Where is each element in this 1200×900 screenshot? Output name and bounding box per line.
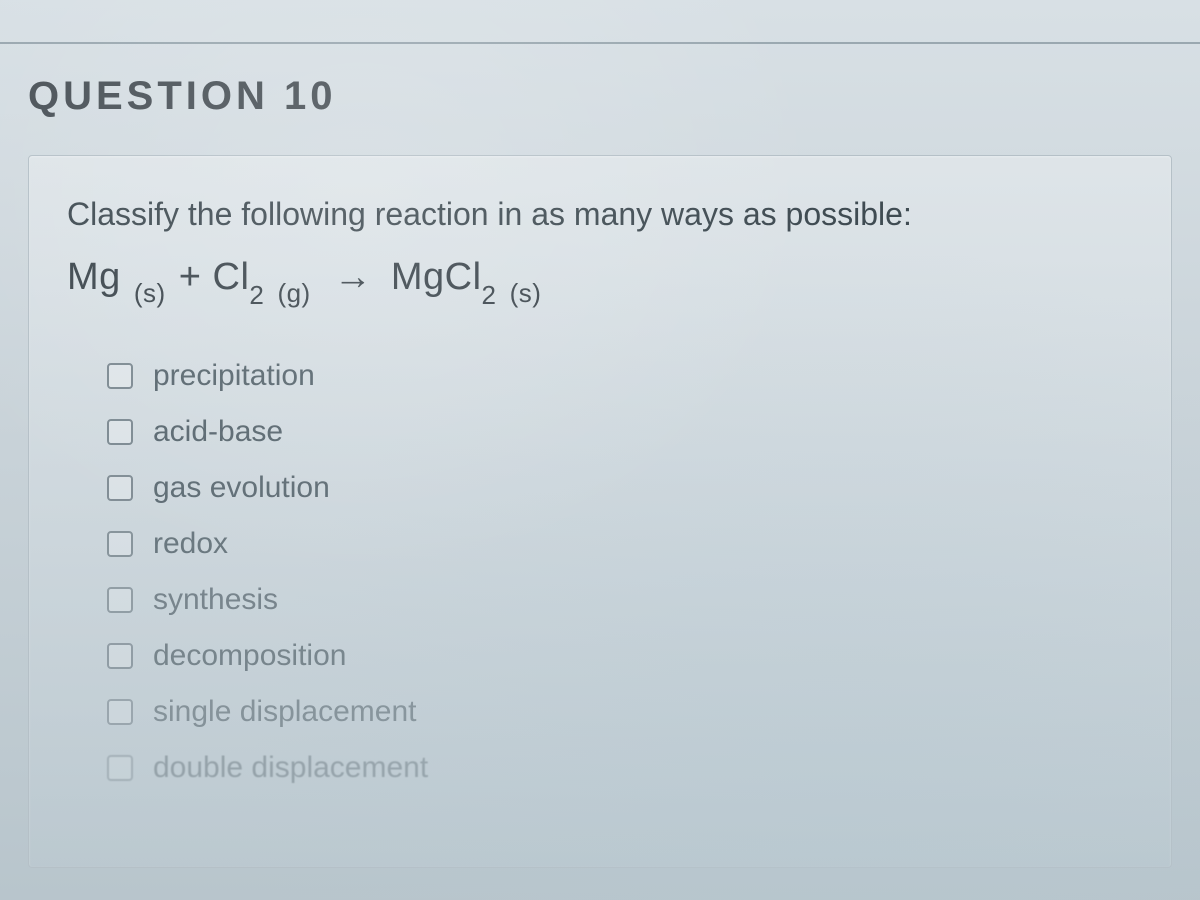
product-base: MgCl bbox=[391, 256, 482, 298]
question-prompt: Classify the following reaction in as ma… bbox=[67, 190, 1133, 238]
option-label[interactable]: gas evolution bbox=[153, 471, 330, 505]
product-subscript: 2 bbox=[482, 280, 497, 310]
question-card: Classify the following reaction in as ma… bbox=[28, 155, 1172, 868]
options-list: precipitation acid-base gas evolution redox… bbox=[67, 359, 1133, 785]
option-label[interactable]: acid-base bbox=[153, 415, 283, 449]
option-row: gas evolution bbox=[107, 471, 1133, 505]
option-row: redox bbox=[107, 527, 1133, 561]
reactant-2-base: Cl bbox=[213, 256, 250, 298]
top-divider bbox=[0, 42, 1200, 44]
option-checkbox[interactable] bbox=[107, 699, 133, 725]
question-container: QUESTION 10 Classify the following react… bbox=[0, 0, 1200, 868]
option-checkbox[interactable] bbox=[107, 363, 133, 389]
option-checkbox[interactable] bbox=[107, 755, 133, 781]
option-checkbox[interactable] bbox=[107, 475, 133, 501]
option-row: precipitation bbox=[107, 359, 1133, 393]
option-checkbox[interactable] bbox=[107, 643, 133, 669]
option-label[interactable]: single displacement bbox=[153, 695, 416, 729]
question-title: QUESTION 10 bbox=[28, 74, 1172, 119]
option-label[interactable]: decomposition bbox=[153, 639, 346, 673]
product-state: (s) bbox=[510, 278, 542, 308]
option-label[interactable]: precipitation bbox=[153, 359, 315, 393]
chemical-equation: Mg (s) + Cl2 (g) → MgCl2 (s) bbox=[67, 256, 1133, 305]
option-label[interactable]: synthesis bbox=[153, 583, 278, 617]
option-row: single displacement bbox=[107, 695, 1133, 729]
option-checkbox[interactable] bbox=[107, 419, 133, 445]
option-label[interactable]: redox bbox=[153, 527, 228, 561]
reactant-1-state: (s) bbox=[134, 278, 166, 308]
reactant-2-subscript: 2 bbox=[249, 280, 264, 310]
reactant-2-state: (g) bbox=[277, 278, 310, 308]
option-checkbox[interactable] bbox=[107, 531, 133, 557]
option-row: decomposition bbox=[107, 639, 1133, 673]
option-row: acid-base bbox=[107, 415, 1133, 449]
option-row: double displacement bbox=[107, 751, 1133, 785]
option-checkbox[interactable] bbox=[107, 587, 133, 613]
option-label[interactable]: double displacement bbox=[153, 751, 428, 785]
plus-sign: + bbox=[179, 256, 202, 298]
reactant-1: Mg bbox=[67, 256, 121, 298]
reaction-arrow: → bbox=[334, 256, 370, 298]
option-row: synthesis bbox=[107, 583, 1133, 617]
